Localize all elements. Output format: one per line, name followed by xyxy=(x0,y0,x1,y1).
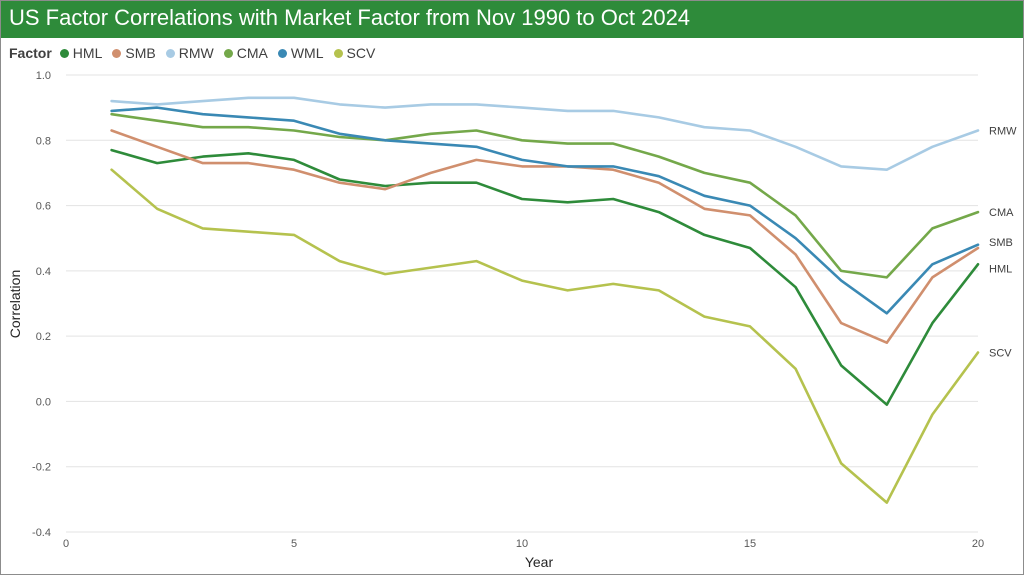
y-tick-label: 0.8 xyxy=(36,135,51,147)
series-line-hml xyxy=(110,148,980,407)
y-tick-label: -0.4 xyxy=(32,527,51,539)
legend-item-cma: CMA xyxy=(223,45,268,61)
legend: Factor HML SMB RMW CMA WML SCV xyxy=(9,43,385,63)
series-line-cma xyxy=(110,112,980,279)
legend-marker xyxy=(277,48,287,58)
legend-item-hml: HML xyxy=(59,45,103,61)
y-tick-label: 0.4 xyxy=(36,266,51,278)
legend-label: HML xyxy=(72,45,103,61)
legend-label: CMA xyxy=(236,45,268,61)
y-tick-label: -0.2 xyxy=(32,462,51,474)
legend-label: WML xyxy=(290,45,324,61)
legend-item-wml: WML xyxy=(277,45,324,61)
title-bar: US Factor Correlations with Market Facto… xyxy=(1,1,1023,38)
end-label-scv: SCV xyxy=(989,347,1012,359)
legend-item-scv: SCV xyxy=(333,45,376,61)
tick-labels: -0.4 -0.2 0.0 0.2 0.4 0.6 0.8 1.0 0 5 10 15 20 xyxy=(32,70,984,550)
series-line-smb xyxy=(110,129,980,345)
x-axis-title: Year xyxy=(525,554,554,570)
series-lines xyxy=(110,96,980,504)
legend-label: RMW xyxy=(178,45,214,61)
x-tick-label: 15 xyxy=(744,538,756,550)
legend-marker xyxy=(333,48,343,58)
legend-item-smb: SMB xyxy=(112,45,156,61)
chart-title: US Factor Correlations with Market Facto… xyxy=(9,5,691,30)
y-axis-title: Correlation xyxy=(7,270,23,338)
legend-marker xyxy=(165,48,175,58)
legend-marker xyxy=(59,48,69,58)
end-label-rmw: RMW xyxy=(989,125,1017,137)
y-tick-label: 0.0 xyxy=(36,396,51,408)
end-label-smb: SMB xyxy=(989,237,1013,249)
end-label-cma: CMA xyxy=(989,207,1014,219)
legend-marker xyxy=(223,48,233,58)
x-tick-label: 5 xyxy=(291,538,297,550)
x-tick-label: 0 xyxy=(63,538,69,550)
y-tick-label: 1.0 xyxy=(36,70,51,82)
x-tick-label: 20 xyxy=(972,538,984,550)
end-label-hml: HML xyxy=(989,263,1012,275)
series-line-scv xyxy=(110,168,980,504)
x-tick-label: 10 xyxy=(516,538,528,550)
legend-title: Factor xyxy=(9,45,52,61)
legend-label: SMB xyxy=(125,45,156,61)
y-tick-label: 0.6 xyxy=(36,201,51,213)
legend-marker xyxy=(112,48,122,58)
legend-label: SCV xyxy=(346,45,376,61)
series-line-wml xyxy=(110,106,980,315)
series-line-rmw xyxy=(110,96,980,171)
end-labels: HML SMB RMW CMA SCV xyxy=(989,125,1017,359)
legend-item-rmw: RMW xyxy=(165,45,214,61)
legend-items: HML SMB RMW CMA WML SCV xyxy=(59,45,386,61)
y-tick-label: 0.2 xyxy=(36,331,51,343)
